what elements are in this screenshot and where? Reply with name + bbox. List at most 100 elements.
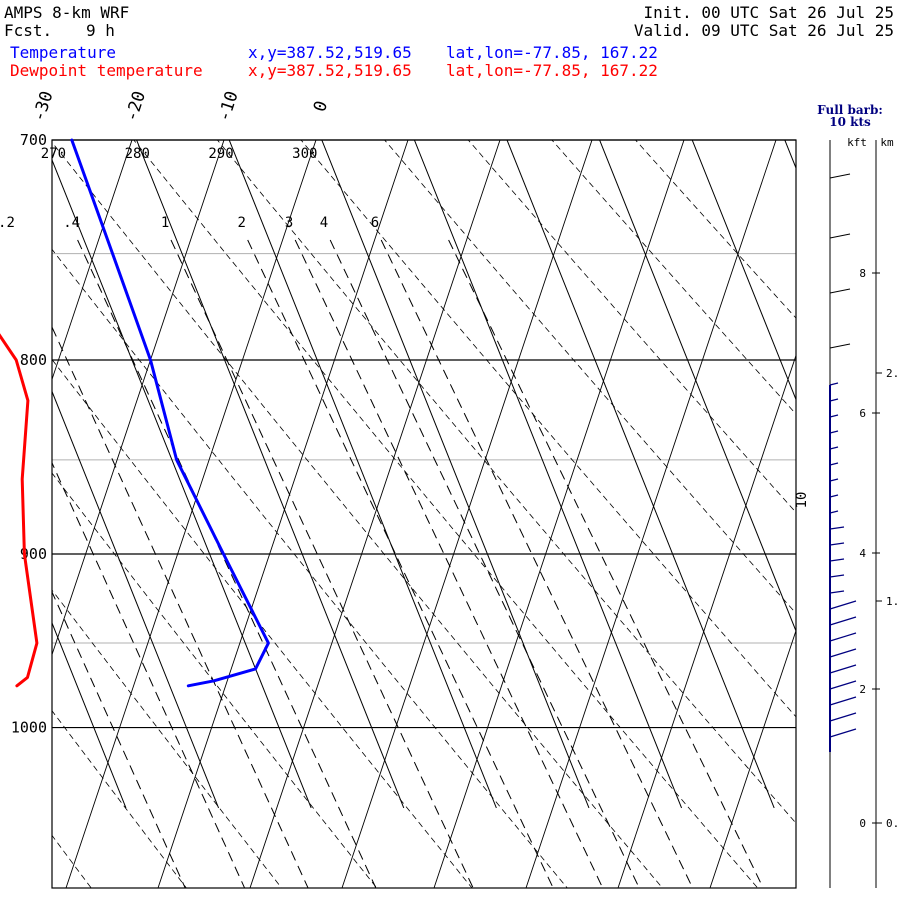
mixing-ratio-line bbox=[448, 239, 764, 888]
mixing-ratio-label: 10 bbox=[794, 492, 810, 509]
temperature-tick-label: 0 bbox=[310, 98, 332, 114]
wind-barb bbox=[829, 600, 857, 610]
dry-adiabat-220 bbox=[52, 710, 187, 888]
forecast-hours: 9 h bbox=[86, 21, 115, 40]
wind-barb bbox=[829, 173, 851, 179]
legend-temperature-name: Temperature bbox=[10, 43, 116, 62]
mixing-ratio-line bbox=[170, 239, 474, 888]
wind-barb bbox=[829, 414, 839, 418]
init-time: Init. 00 UTC Sat 26 Jul 25 bbox=[643, 3, 894, 22]
mixing-ratio-line bbox=[329, 239, 640, 888]
kft-tick-label: 0 bbox=[859, 817, 866, 830]
dewpoint-profile bbox=[0, 333, 39, 688]
mixing-ratio-line bbox=[52, 461, 246, 888]
isotherm-line bbox=[52, 158, 312, 809]
moist-adiabat-line bbox=[249, 140, 501, 888]
legend-dewpoint-name: Dewpoint temperature bbox=[10, 61, 203, 80]
wind-barb bbox=[829, 343, 851, 349]
barb-key-line1: Full barb: bbox=[817, 103, 883, 117]
legend-dewpoint-latlon: lat,lon=-77.85, 167.22 bbox=[446, 61, 658, 80]
km-axis-title: km bbox=[880, 136, 894, 149]
theta-label: 300 bbox=[292, 146, 317, 162]
wind-barb bbox=[829, 430, 839, 434]
kft-tick-label: 8 bbox=[859, 267, 866, 280]
pressure-tick-label: 800 bbox=[20, 351, 47, 369]
kft-tick-label: 4 bbox=[859, 547, 866, 560]
isotherm-line bbox=[506, 140, 775, 809]
isotherm-line bbox=[52, 390, 220, 809]
mixing-ratio-label: 6 bbox=[371, 215, 379, 231]
moist-adiabat-line bbox=[617, 354, 796, 888]
isotherm-line bbox=[868, 116, 900, 808]
forecast-label: Fcst. bbox=[4, 21, 53, 40]
mixing-ratio-line bbox=[294, 239, 604, 888]
dry-adiabat-280 bbox=[133, 140, 759, 888]
moist-adiabat-line bbox=[433, 140, 685, 888]
dry-adiabat-320 bbox=[467, 140, 796, 514]
dry-adiabat-260 bbox=[52, 248, 568, 888]
wind-barb bbox=[829, 398, 839, 402]
wind-barb bbox=[829, 680, 857, 690]
valid-time: Valid. 09 UTC Sat 26 Jul 25 bbox=[633, 21, 894, 40]
dry-adiabat-290 bbox=[216, 140, 796, 824]
wind-barb bbox=[829, 648, 857, 658]
temperature-profile bbox=[70, 138, 270, 688]
dry-adiabat-230 bbox=[52, 589, 283, 888]
theta-label: 280 bbox=[125, 146, 150, 162]
km-tick-label: 2. bbox=[886, 367, 899, 380]
isotherm-line bbox=[228, 140, 497, 809]
wind-barb bbox=[829, 462, 839, 466]
mixing-ratio-label: .2 bbox=[0, 215, 15, 231]
legend-dewpoint-xy: x,y=387.52,519.65 bbox=[248, 61, 412, 80]
moist-adiabat-line bbox=[709, 629, 796, 888]
dry-adiabat-200 bbox=[0, 130, 3, 898]
isotherm-line bbox=[413, 140, 683, 809]
wind-barb bbox=[829, 574, 845, 578]
dry-adiabat-270 bbox=[52, 141, 664, 888]
wind-barb bbox=[829, 590, 845, 594]
wind-barb bbox=[829, 382, 839, 386]
moist-adiabat-line bbox=[52, 140, 225, 657]
plot-frame bbox=[51, 139, 797, 889]
kft-axis-title: kft bbox=[847, 136, 867, 149]
dry-adiabat-250 bbox=[52, 358, 473, 888]
temperature-tick-label: -20 bbox=[122, 89, 151, 124]
dry-adiabat-240 bbox=[52, 472, 378, 888]
moist-adiabat-line bbox=[802, 140, 900, 888]
wind-barb bbox=[829, 696, 857, 706]
pressure-tick-label: 1000 bbox=[11, 719, 47, 737]
barb-key-line2: 10 kts bbox=[829, 115, 871, 129]
isotherm-line bbox=[599, 140, 796, 633]
wind-barb bbox=[829, 526, 845, 530]
isotherm-line bbox=[691, 140, 796, 401]
moist-adiabat-line bbox=[0, 140, 40, 888]
isotherm-line bbox=[321, 140, 590, 809]
km-tick-label: 0. bbox=[886, 817, 899, 830]
legend-temperature-xy: x,y=387.52,519.65 bbox=[248, 43, 412, 62]
model-title: AMPS 8-km WRF bbox=[4, 3, 130, 22]
legend-temperature-latlon: lat,lon=-77.85, 167.22 bbox=[446, 43, 658, 62]
pressure-tick-label: 700 bbox=[20, 131, 47, 149]
mixing-ratio-label: 3 bbox=[285, 215, 293, 231]
kft-tick-label: 2 bbox=[859, 683, 866, 696]
pressure-tick-label: 900 bbox=[20, 545, 47, 563]
isotherm-line bbox=[136, 140, 405, 809]
barb-key: Full barb: 10 kts bbox=[815, 104, 885, 128]
wind-barb bbox=[829, 233, 851, 239]
moist-adiabat-line bbox=[341, 140, 593, 888]
dry-adiabat-330 bbox=[551, 140, 796, 415]
moist-adiabat-line bbox=[525, 140, 777, 888]
wind-barb bbox=[829, 510, 839, 514]
wind-barb bbox=[829, 632, 857, 642]
dry-adiabat-310 bbox=[384, 140, 796, 614]
mixing-ratio-line bbox=[52, 325, 309, 888]
theta-label: 290 bbox=[208, 146, 233, 162]
theta-label: 270 bbox=[41, 146, 66, 162]
wind-barb bbox=[829, 494, 839, 498]
wind-barb bbox=[829, 288, 851, 294]
wind-barb bbox=[829, 558, 845, 562]
mixing-ratio-line bbox=[247, 239, 554, 888]
moist-adiabat-line bbox=[52, 140, 133, 381]
dry-adiabat-300 bbox=[300, 140, 796, 718]
